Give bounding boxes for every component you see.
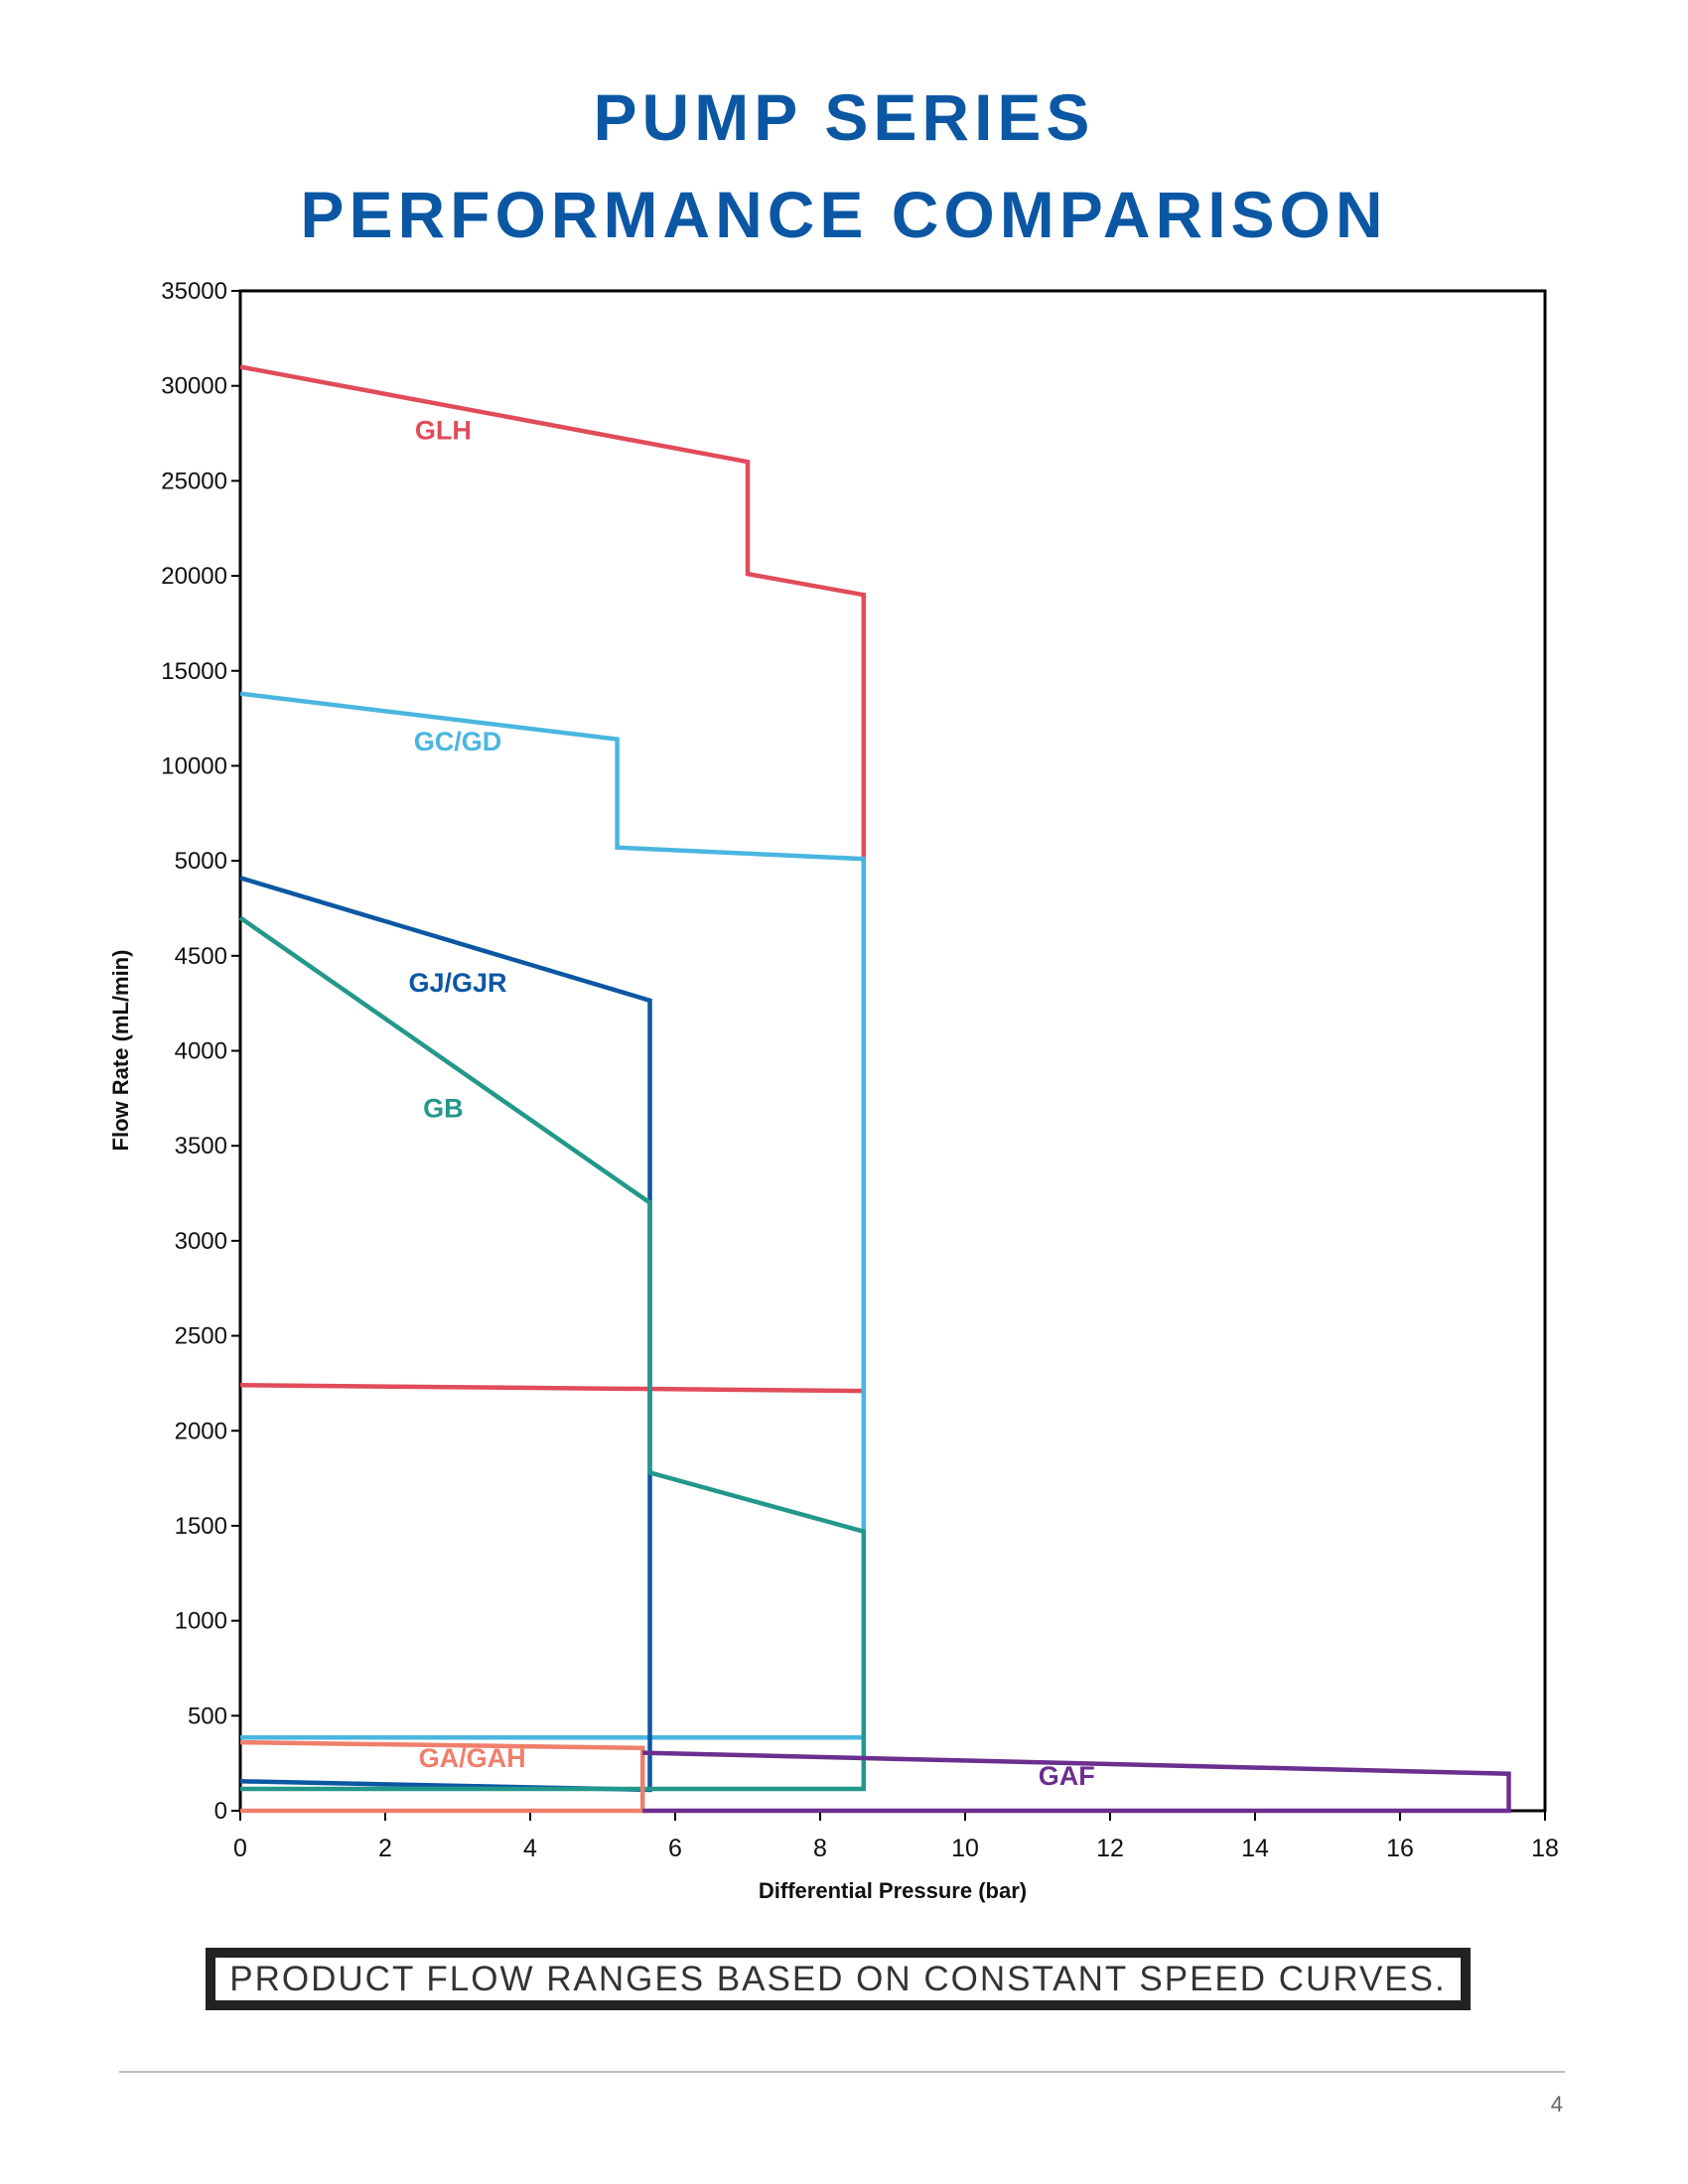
series-gj-gjr-line <box>239 876 652 1793</box>
performance-chart: 0 500 1000 1500 2000 2500 3000 3500 4000 4500 5000… <box>108 278 1559 1903</box>
y-tick-label: 35000 <box>161 278 227 305</box>
y-tick-label: 25000 <box>161 468 227 494</box>
y-axis-label: Flow Rate (mL/min) <box>108 950 133 1152</box>
series-ga-gah-label: GA/GAH <box>419 1743 526 1773</box>
title-line-1: PUMP SERIES <box>593 80 1095 154</box>
y-tick-label: 30000 <box>161 373 227 400</box>
x-tick-label: 8 <box>813 1835 827 1862</box>
y-tick-label: 2000 <box>175 1418 227 1444</box>
series-gb-line <box>238 915 867 1792</box>
y-tick-label: 4000 <box>175 1038 227 1065</box>
series-gj-gjr-label: GJ/GJR <box>408 968 506 998</box>
y-tick-label: 20000 <box>161 563 227 590</box>
series-glh-label: GLH <box>415 415 472 445</box>
y-tick-label: 2500 <box>175 1323 227 1350</box>
y-tick-label: 0 <box>214 1798 227 1825</box>
y-tick-label: 3500 <box>175 1133 227 1160</box>
y-tick-label: 10000 <box>161 752 227 779</box>
flow-range-note: PRODUCT FLOW RANGES BASED ON CONSTANT SP… <box>206 1948 1471 2010</box>
series-gaf-line <box>642 1750 1511 1814</box>
y-tick-label: 1500 <box>175 1513 227 1540</box>
x-tick-label: 0 <box>233 1835 247 1862</box>
x-tick-label: 12 <box>1096 1835 1124 1862</box>
x-tick-label: 16 <box>1386 1835 1414 1862</box>
plot-frame <box>238 289 1547 1813</box>
x-tick-label: 18 <box>1531 1835 1559 1862</box>
y-tick-label: 500 <box>188 1703 227 1729</box>
y-tick-label: 5000 <box>175 848 227 875</box>
x-tick-label: 2 <box>378 1835 392 1862</box>
series-gc-gd-label: GC/GD <box>414 727 502 756</box>
x-tick-label: 4 <box>523 1835 537 1862</box>
series-gb-label: GB <box>423 1093 464 1123</box>
x-axis-label: Differential Pressure (bar) <box>759 1878 1027 1903</box>
y-tick-label: 3000 <box>175 1228 227 1255</box>
series-ga-gah-line <box>239 1739 645 1814</box>
x-tick-label: 10 <box>951 1835 979 1862</box>
series-gc-gd-line <box>239 691 867 1740</box>
x-tick-label: 14 <box>1241 1835 1269 1862</box>
footer-rule <box>119 2071 1565 2073</box>
y-tick-label: 4500 <box>175 943 227 970</box>
y-tick-label: 1000 <box>175 1608 227 1635</box>
page-number: 4 <box>1550 2092 1563 2116</box>
x-tick-label: 6 <box>668 1835 682 1862</box>
series-gaf-label: GAF <box>1039 1761 1095 1791</box>
title-line-2: PERFORMANCE COMPARISON <box>300 178 1388 251</box>
series-glh-line <box>239 364 867 1394</box>
y-tick-label: 15000 <box>161 658 227 685</box>
